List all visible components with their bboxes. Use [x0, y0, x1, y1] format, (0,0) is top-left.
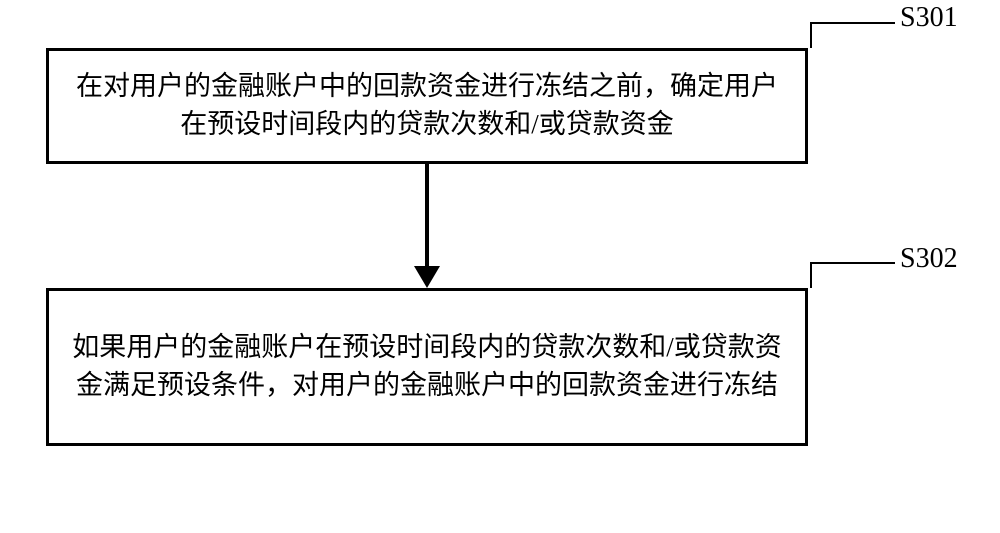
leader-line	[810, 262, 895, 264]
flowchart-node-text: 如果用户的金融账户在预设时间段内的贷款次数和/或贷款资金满足预设条件，对用户的金…	[69, 329, 785, 405]
flowchart-node-n2: 如果用户的金融账户在预设时间段内的贷款次数和/或贷款资金满足预设条件，对用户的金…	[46, 288, 808, 446]
flowchart-canvas: 在对用户的金融账户中的回款资金进行冻结之前，确定用户在预设时间段内的贷款次数和/…	[0, 0, 1000, 533]
arrow-head-icon	[414, 266, 440, 288]
flowchart-arrow	[425, 164, 429, 266]
step-label-s301: S301	[900, 2, 958, 34]
leader-line	[810, 22, 812, 48]
step-label-s302: S302	[900, 243, 958, 275]
flowchart-node-n1: 在对用户的金融账户中的回款资金进行冻结之前，确定用户在预设时间段内的贷款次数和/…	[46, 48, 808, 164]
leader-line	[810, 22, 895, 24]
leader-line	[810, 262, 812, 288]
flowchart-node-text: 在对用户的金融账户中的回款资金进行冻结之前，确定用户在预设时间段内的贷款次数和/…	[69, 68, 785, 144]
